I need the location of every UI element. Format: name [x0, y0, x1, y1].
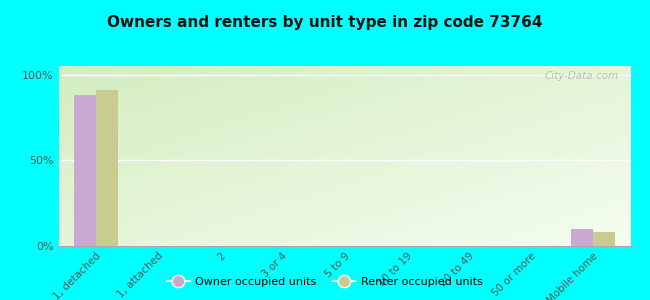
Bar	[593, 232, 615, 246]
Text: City-Data.com: City-Data.com	[545, 71, 619, 81]
Bar	[74, 95, 96, 246]
Legend: Owner occupied units, Renter occupied units: Owner occupied units, Renter occupied un…	[163, 273, 487, 291]
Bar	[571, 229, 593, 246]
Text: Owners and renters by unit type in zip code 73764: Owners and renters by unit type in zip c…	[107, 15, 543, 30]
Bar	[96, 90, 118, 246]
